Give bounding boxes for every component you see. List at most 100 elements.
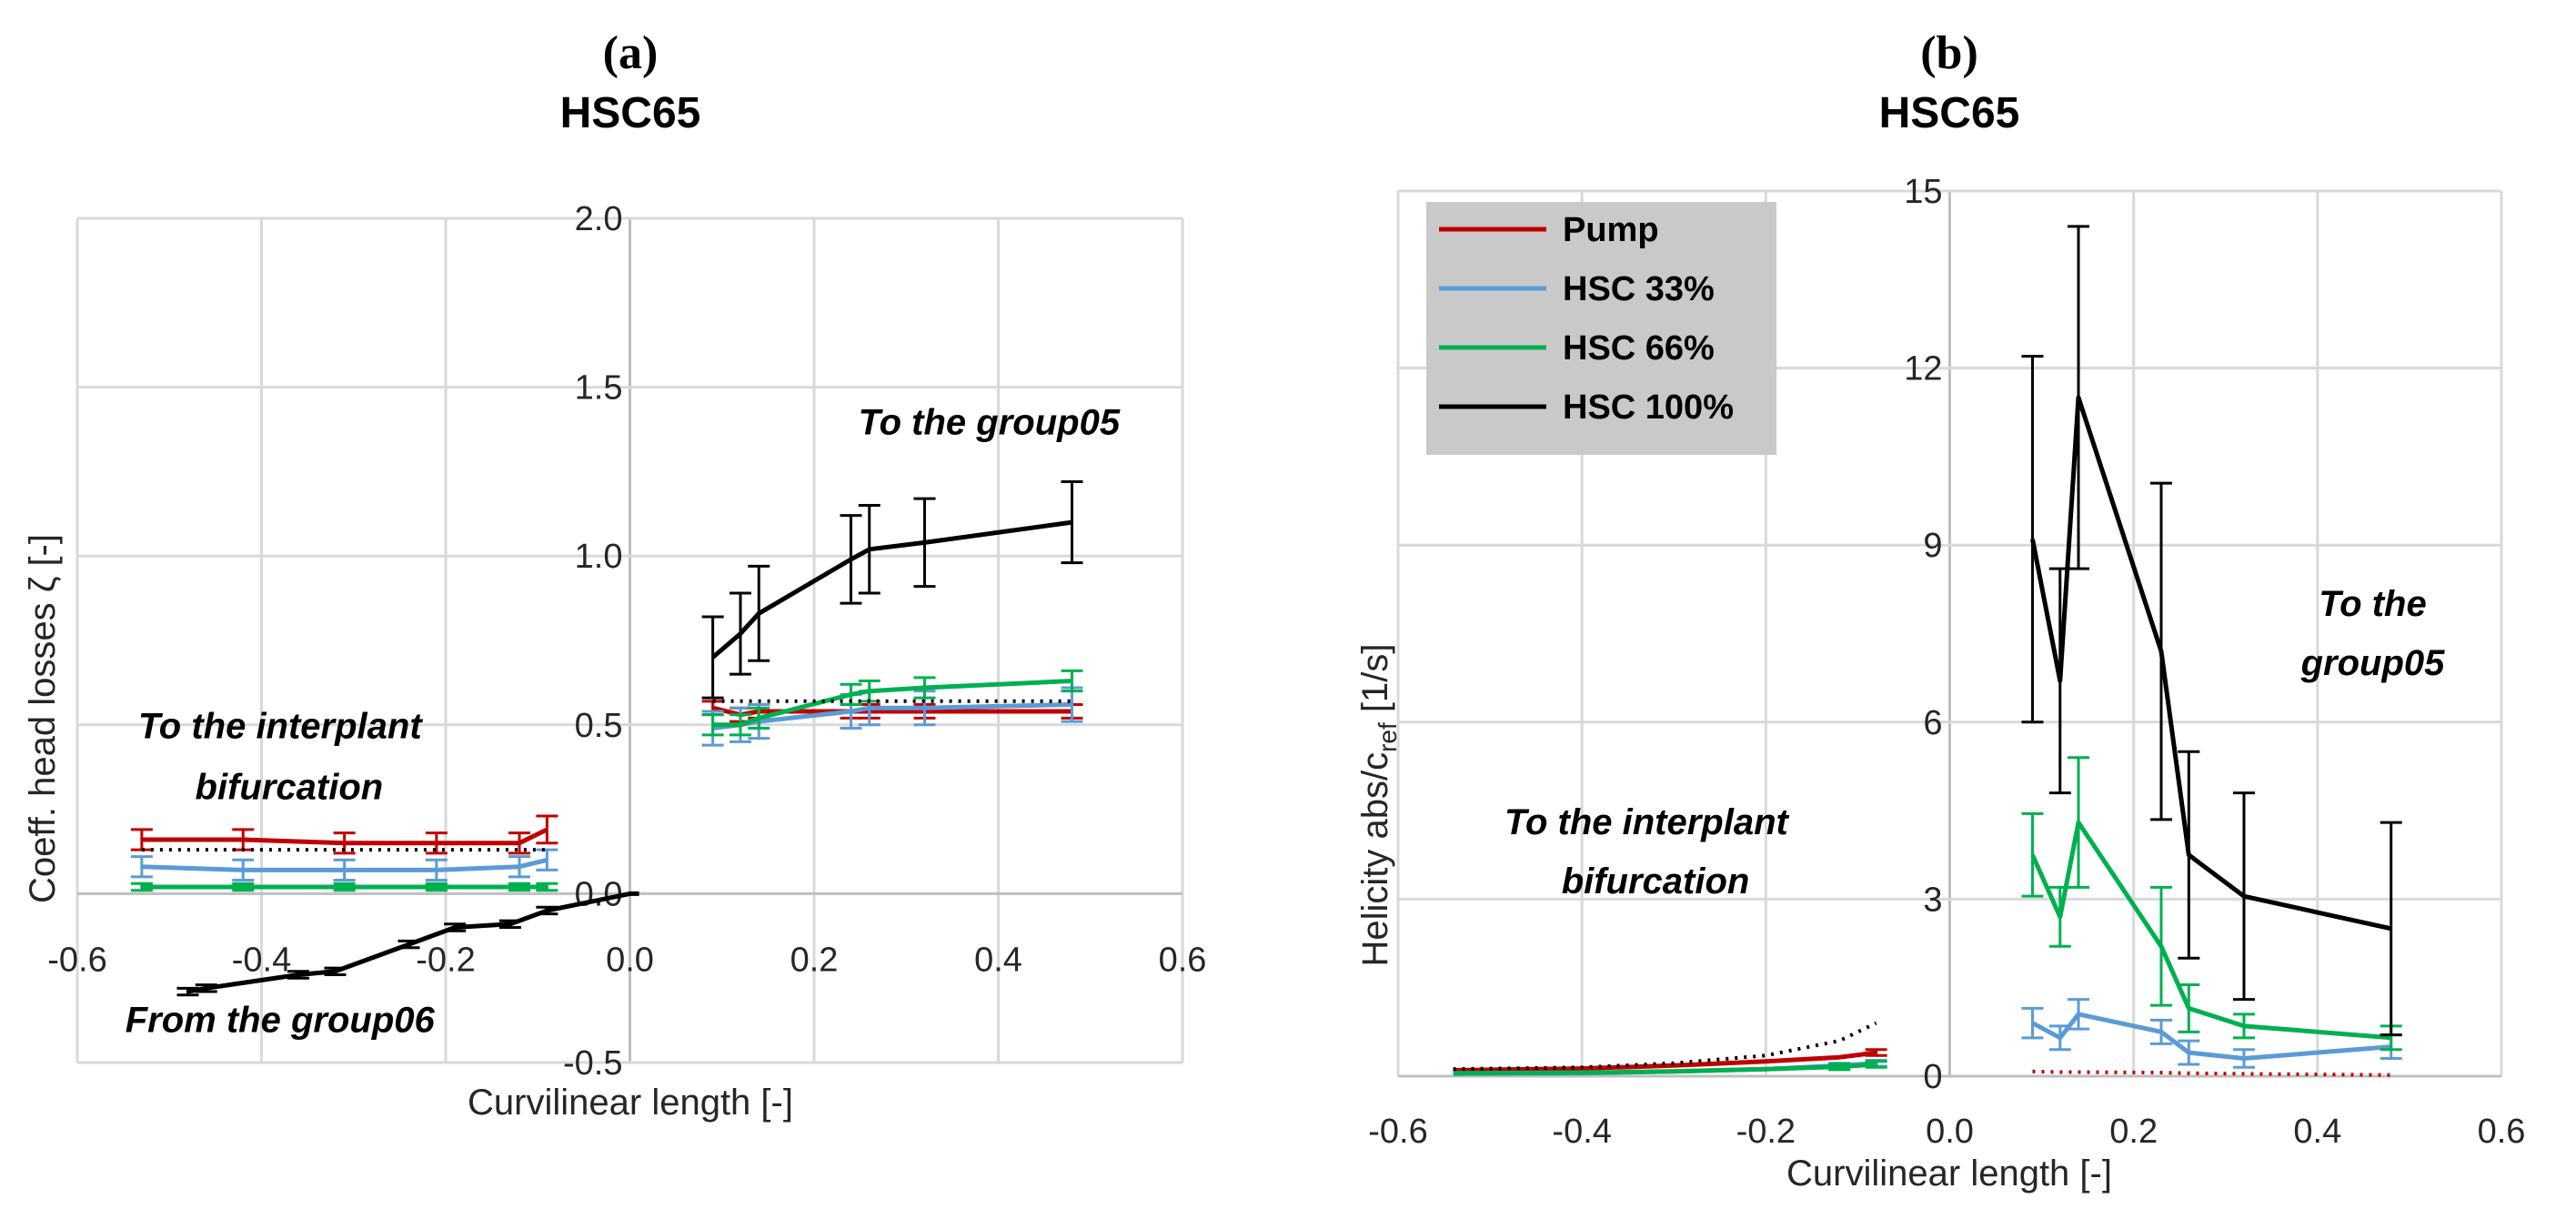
error-bar-7-1 bbox=[195, 983, 217, 993]
annotation-3: From the group06 bbox=[126, 1001, 436, 1041]
error-bar-5-0 bbox=[2021, 1006, 2044, 1040]
panel-b-label: (b) bbox=[1920, 27, 1978, 79]
error-bar-7-4 bbox=[397, 939, 420, 950]
error-bar-7-2 bbox=[287, 970, 309, 980]
error-bar-0-4 bbox=[508, 831, 530, 855]
error-bar-7-6 bbox=[498, 919, 521, 930]
error-bar-5-5 bbox=[913, 676, 936, 700]
error-bar-7-0 bbox=[2021, 355, 2044, 724]
error-bar-5-1 bbox=[730, 713, 751, 737]
legend-label-2: HSC 66% bbox=[1563, 329, 1715, 368]
error-bar-1-0 bbox=[130, 855, 153, 879]
error-bar-2-0 bbox=[130, 882, 153, 892]
series-7 bbox=[2021, 225, 2402, 1037]
annotation-3: bifurcation bbox=[1562, 861, 1750, 902]
error-bar-1-3 bbox=[425, 858, 448, 882]
error-bar-0-0 bbox=[130, 828, 153, 851]
annotation-2: bifurcation bbox=[196, 767, 384, 807]
error-bar-0-3 bbox=[425, 831, 448, 855]
panel-a-x-axis-label: Curvilinear length [-] bbox=[468, 1083, 793, 1123]
series-line-5 bbox=[712, 679, 1072, 728]
x-tick-label-6: 0.6 bbox=[1159, 941, 1207, 979]
error-bar-6-0 bbox=[2021, 811, 2044, 898]
legend-label-0: Pump bbox=[1563, 211, 1659, 249]
error-bar-6-4 bbox=[858, 504, 880, 595]
x-tick-label-4: 0.2 bbox=[790, 941, 839, 979]
error-bar-5-1 bbox=[2048, 1024, 2071, 1052]
panel-b-grid bbox=[1396, 189, 2503, 1078]
series-line-7 bbox=[187, 891, 639, 994]
series-line-1 bbox=[141, 857, 548, 872]
series-line-4 bbox=[2032, 1069, 2391, 1077]
panel-a-tick-labels: -0.50.00.51.01.52.0-0.6 -0.4 -0.2 0.0 0.2 0.4… bbox=[47, 200, 1206, 1083]
series-2 bbox=[1453, 1060, 1887, 1076]
error-bar-6-0 bbox=[701, 615, 724, 700]
legend-label-3: HSC 100% bbox=[1563, 388, 1734, 427]
series-line-6 bbox=[2030, 820, 2391, 1041]
legend-label-1: HSC 33% bbox=[1563, 270, 1715, 308]
error-bar-5-4 bbox=[2178, 1039, 2200, 1066]
error-bar-1-2 bbox=[333, 858, 356, 882]
error-bar-5-2 bbox=[2068, 998, 2090, 1031]
panel-a-annotations: To the group05 To the interplant bifurcati… bbox=[126, 403, 1121, 1041]
panel-b-series bbox=[1453, 225, 2402, 1077]
series-line-5 bbox=[2031, 1012, 2391, 1061]
legend-background bbox=[1426, 202, 1776, 455]
x-tick-label-0: -0.6 bbox=[47, 941, 106, 979]
x-tick-label-0: -0.6 bbox=[1368, 1113, 1427, 1151]
chart-panel-a: (a) HSC65 -0.5 0.0 0.5 1.0 1.5 2.0 -0.6 -0.4 -0.… bbox=[23, 27, 1206, 1123]
annotation-0: To the group05 bbox=[859, 403, 1121, 443]
series-line-0 bbox=[1453, 1050, 1877, 1073]
series-3 bbox=[1453, 1021, 1877, 1072]
panel-b-annotations: To the group05 To the interplant bifurcatio… bbox=[1504, 584, 2445, 902]
series-7 bbox=[176, 891, 639, 997]
error-bar-7-3 bbox=[2149, 481, 2172, 821]
error-bar-6-5 bbox=[913, 497, 936, 589]
panel-a-title: HSC65 bbox=[560, 89, 701, 137]
series-6 bbox=[2021, 756, 2402, 1052]
error-bar-7-1 bbox=[2048, 567, 2071, 795]
error-bar-2-4 bbox=[1828, 1062, 1851, 1072]
panel-b-title: HSC65 bbox=[1879, 89, 2020, 137]
error-bar-6-1 bbox=[730, 591, 751, 676]
x-tick-label-4: 0.2 bbox=[2109, 1113, 2158, 1151]
error-bar-5-6 bbox=[1061, 669, 1083, 693]
series-4 bbox=[2032, 1069, 2391, 1077]
error-bar-2-4 bbox=[508, 882, 530, 892]
error-bar-7-3 bbox=[324, 966, 347, 976]
error-bar-6-4 bbox=[2178, 982, 2200, 1033]
x-tick-label-1: -0.4 bbox=[1552, 1113, 1611, 1151]
error-bar-2-3 bbox=[425, 882, 448, 892]
error-bar-5-2 bbox=[748, 706, 770, 730]
error-bar-1-5 bbox=[536, 848, 558, 871]
error-bar-2-2 bbox=[333, 882, 356, 892]
series-line-2 bbox=[1453, 1062, 1877, 1076]
error-bar-5-0 bbox=[701, 713, 724, 737]
error-bar-1-1 bbox=[232, 858, 255, 882]
error-bar-2-5 bbox=[536, 882, 558, 892]
panel-a-series bbox=[130, 480, 1083, 997]
x-tick-label-6: 0.6 bbox=[2478, 1113, 2526, 1151]
x-tick-label-1: -0.4 bbox=[232, 941, 291, 979]
panel-a-grid bbox=[75, 217, 1184, 1064]
y-tick-label-0: -0.5 bbox=[563, 1044, 622, 1083]
x-tick-label-5: 0.4 bbox=[974, 941, 1022, 979]
error-bar-7-2 bbox=[2068, 225, 2090, 570]
error-bar-0-5 bbox=[1865, 1048, 1887, 1057]
panel-a-label: (a) bbox=[603, 27, 659, 79]
error-bar-5-3 bbox=[2149, 1018, 2172, 1045]
error-bar-7-7 bbox=[536, 905, 558, 916]
error-bar-1-4 bbox=[508, 855, 530, 879]
annotation-1: To the interplant bbox=[138, 707, 424, 747]
annotation-0: To the bbox=[2319, 584, 2427, 624]
y-tick-label-1: 3 bbox=[1923, 881, 1942, 919]
x-tick-label-2: -0.2 bbox=[416, 941, 475, 979]
y-tick-label-3: 1.0 bbox=[575, 538, 623, 576]
series-line-3 bbox=[1453, 1021, 1877, 1072]
error-bar-6-6 bbox=[1061, 480, 1083, 565]
series-line-6 bbox=[710, 519, 1072, 660]
panel-b-y-axis-label-unit: [1/s] bbox=[1355, 643, 1395, 722]
error-bar-6-5 bbox=[2232, 1013, 2255, 1040]
error-bar-6-3 bbox=[2149, 885, 2172, 1007]
x-tick-label-3: 0.0 bbox=[1926, 1113, 1974, 1151]
